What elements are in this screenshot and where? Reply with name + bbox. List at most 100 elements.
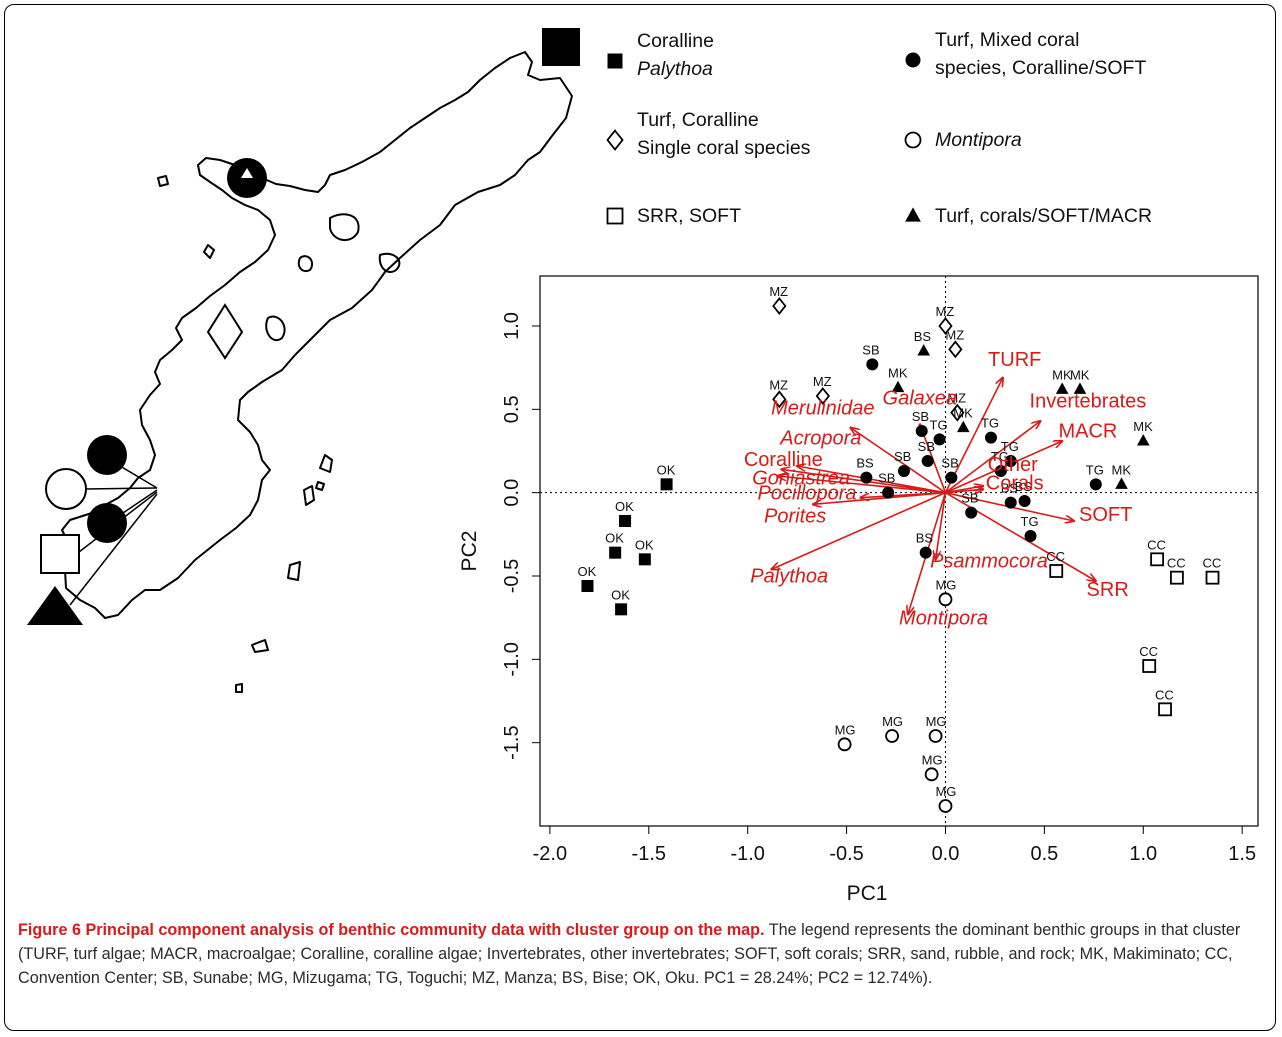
point-cc-39: [1205, 570, 1220, 585]
figure-caption: Figure 6 Principal component analysis of…: [18, 918, 1268, 990]
legend-marker-g1: [607, 53, 623, 69]
point-sb-9: [915, 425, 928, 437]
point-label: CC: [1147, 537, 1166, 552]
arrow-label-porites: Porites: [764, 506, 826, 528]
point-label: CC: [1139, 644, 1158, 659]
legend-label-g2-1: Turf, Mixed coral: [935, 29, 1079, 51]
point-label: SB: [941, 456, 958, 471]
point-sb-7: [866, 358, 879, 371]
y-tick-label: 1.0: [501, 312, 523, 340]
x-tick-label: -1.5: [632, 843, 666, 865]
point-label: BS: [1001, 481, 1019, 496]
legend-marker-g2: [905, 52, 921, 68]
x-tick-label: 1.5: [1228, 843, 1256, 865]
point-bs-15: [919, 546, 932, 559]
x-tick-label: 1.0: [1129, 843, 1157, 865]
point-label: MK: [1070, 367, 1090, 382]
arrow-label-pocillopora: Pocillopora: [758, 482, 857, 504]
arrow-label-goniastrea: Goniastrea: [752, 467, 850, 489]
point-mz-25: [772, 390, 787, 409]
point-label: TG: [930, 417, 948, 432]
point-label: TG: [981, 416, 999, 431]
point-label: MZ: [769, 377, 788, 392]
point-label: BS: [856, 456, 874, 471]
point-bs-13: [860, 471, 873, 484]
arrow-label-corals: Corals: [986, 472, 1044, 494]
map-marker-diamond: [206, 303, 244, 360]
point-label: TG: [1086, 462, 1104, 477]
point-cc-40: [1142, 659, 1157, 673]
point-label: MG: [935, 784, 956, 799]
point-mk-45: [1055, 382, 1069, 394]
point-label: MZ: [813, 374, 832, 389]
point-label: CC: [1203, 556, 1222, 571]
point-label: MG: [835, 722, 856, 737]
arrow-label-palythoa: Palythoa: [750, 566, 828, 588]
legend-label-g1-2: Palythoa: [637, 58, 713, 80]
map-marker-filled-circle-1: [87, 435, 127, 475]
point-mz-28: [948, 340, 963, 359]
point-label: TG: [1001, 439, 1019, 454]
point-mg-32: [885, 729, 899, 743]
point-label: MK: [1052, 367, 1072, 382]
point-label: OK: [577, 564, 596, 579]
y-tick-label: -0.5: [501, 559, 523, 593]
point-cc-36: [1049, 564, 1064, 578]
point-label: CC: [1167, 556, 1186, 571]
point-ok-4: [638, 553, 651, 566]
legend-marker-g4: [904, 131, 922, 149]
arrow-psammocora: [936, 492, 947, 560]
point-mg-33: [928, 729, 943, 743]
point-mg-31: [837, 737, 852, 752]
point-ok-6: [660, 478, 673, 491]
point-mg-30: [938, 592, 953, 607]
point-label: TG: [991, 449, 1009, 464]
figure-frame: [4, 4, 1276, 1031]
point-cc-41: [1158, 702, 1172, 717]
legend-marker-g6: [905, 207, 921, 222]
arrow-palythoa: [771, 491, 946, 570]
arrow-corals: [945, 489, 983, 492]
point-label: OK: [611, 587, 630, 602]
point-label: TG: [1021, 514, 1039, 529]
point-label: BS: [1015, 479, 1033, 494]
point-sb-8: [897, 465, 910, 477]
point-cc-38: [1170, 570, 1184, 585]
point-bs-20: [1004, 496, 1017, 509]
point-label: CC: [1046, 549, 1065, 564]
map-marker-triangle: [27, 586, 83, 625]
arrow-merulinidae: [851, 428, 946, 494]
point-mk-48: [1115, 477, 1128, 489]
point-label: MG: [935, 577, 956, 592]
point-sb-12: [945, 471, 958, 484]
arrow-label-other: Other: [988, 454, 1038, 476]
x-axis-label: PC1: [847, 882, 888, 905]
point-label: MG: [882, 714, 903, 729]
arrow-label-soft: SOFT: [1079, 504, 1132, 526]
arrow-label-macr: MACR: [1058, 421, 1117, 443]
arrow-label-montipora: Montipora: [899, 607, 988, 629]
legend-label-g6-1: Turf, corals/SOFT/MACR: [935, 205, 1152, 227]
x-tick-label: 0.5: [1030, 843, 1058, 865]
x-tick-label: -2.0: [533, 843, 567, 865]
point-cc-37: [1150, 552, 1165, 567]
legend-label-g3-1: Turf, Coralline: [637, 109, 759, 131]
point-ok-1: [581, 580, 594, 592]
map-leader-lines: [69, 462, 158, 606]
arrow-label-psammocora: Psammocora: [930, 551, 1048, 573]
okinawa-map: [61, 51, 573, 693]
map-marker-filled-circle-2: [87, 503, 127, 543]
y-tick-label: -1.5: [501, 725, 523, 759]
map-marker-open-circle: [45, 468, 87, 510]
legend-marker-g3: [606, 129, 624, 151]
point-mg-34: [924, 767, 939, 782]
legend-label-g1-1: Coralline: [637, 30, 714, 52]
point-label: SB: [961, 491, 978, 506]
point-mk-46: [1073, 382, 1087, 394]
point-label: MK: [1112, 462, 1132, 477]
point-label: OK: [657, 462, 676, 477]
point-label: SB: [912, 409, 929, 424]
point-label: SB: [918, 439, 935, 454]
map-marker-open-square: [40, 534, 80, 574]
legend-label-g4-1: Montipora: [935, 129, 1022, 151]
